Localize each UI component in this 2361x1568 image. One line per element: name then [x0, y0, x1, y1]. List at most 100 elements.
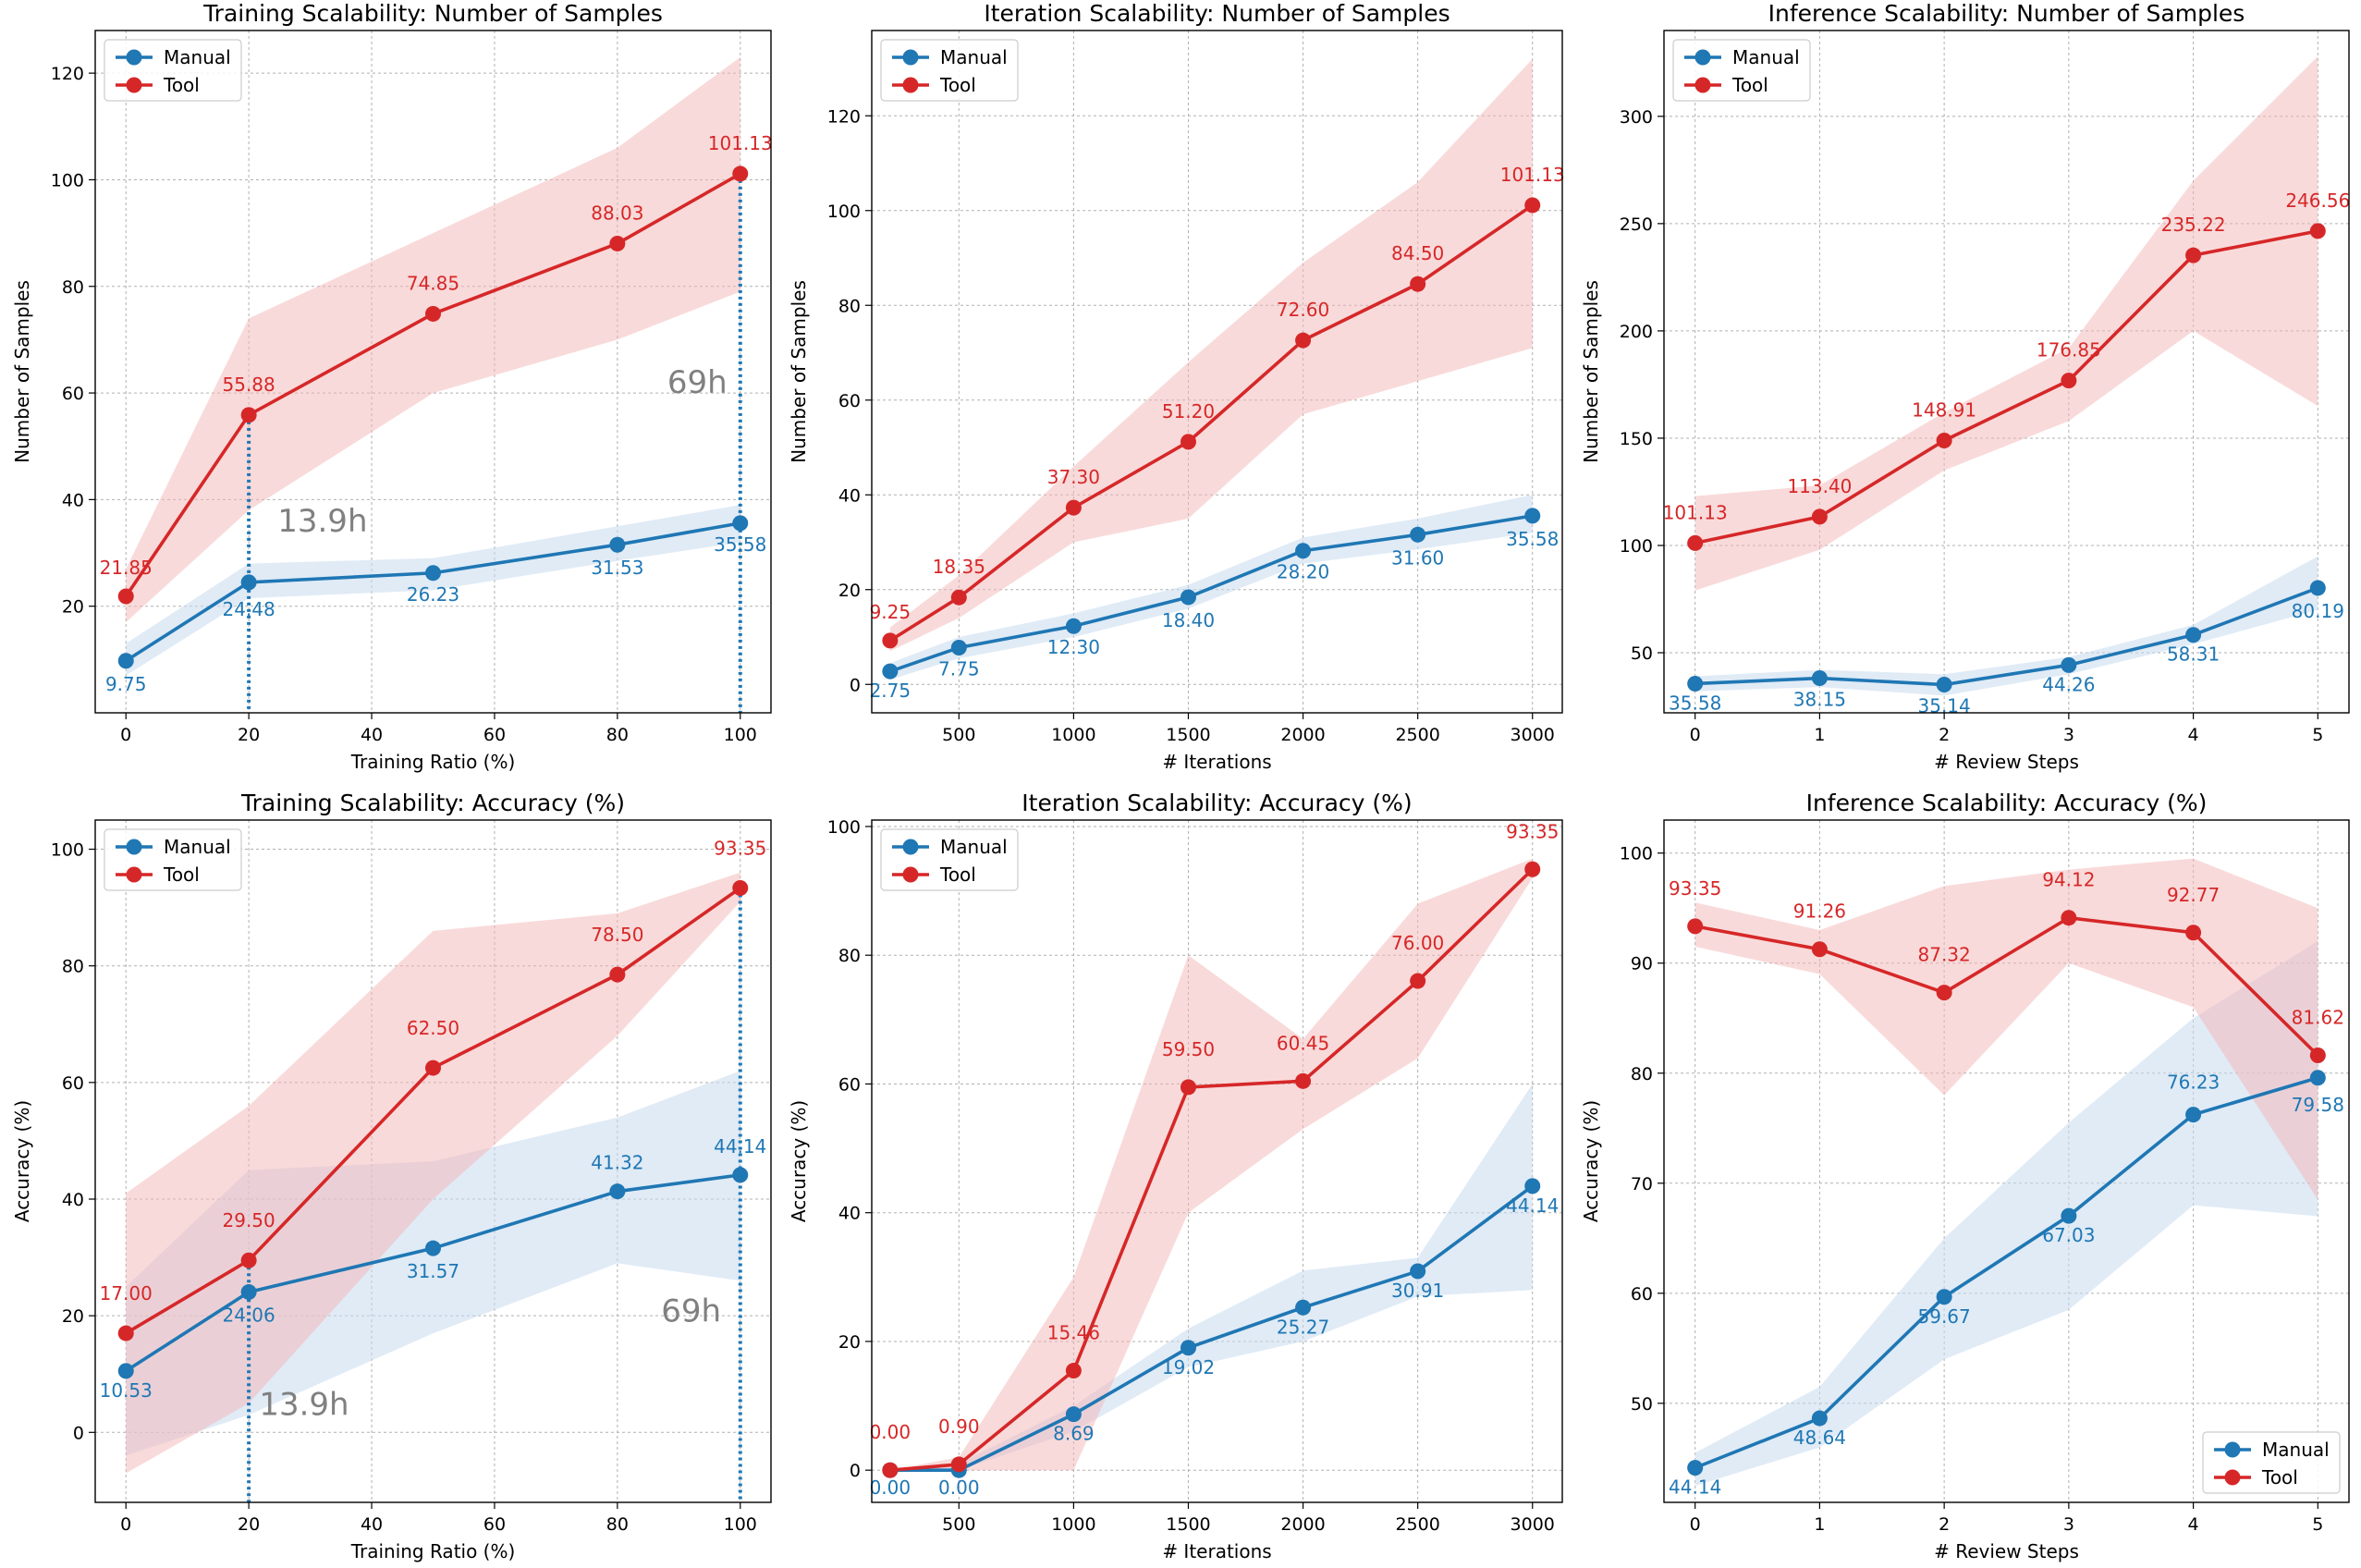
- legend-label-tool: Tool: [163, 74, 200, 96]
- point-tool: [1065, 499, 1082, 516]
- data-label-tool: 94.12: [2042, 869, 2095, 891]
- point-manual: [1524, 508, 1541, 524]
- x-tick-label: 1000: [1051, 1514, 1095, 1535]
- subplot-4: 0 20 40 60 80 100 0 20 40 60 80 100 10.53 24.06 31.57 4…: [11, 790, 772, 1562]
- point-tool: [1410, 276, 1426, 292]
- point-tool: [882, 1462, 899, 1478]
- data-label-manual: 79.58: [2292, 1094, 2344, 1116]
- data-label-manual: 44.14: [714, 1135, 766, 1158]
- y-tick-label: 50: [1631, 643, 1653, 664]
- data-label-tool: 92.77: [2167, 884, 2220, 906]
- data-label-manual: 7.75: [938, 658, 980, 680]
- chart-title: Iteration Scalability: Number of Samples: [984, 0, 1450, 27]
- point-manual: [732, 1167, 749, 1183]
- x-tick-label: 3: [2063, 1514, 2074, 1535]
- x-tick-label: 1500: [1166, 1514, 1210, 1535]
- data-label-manual: 28.20: [1277, 561, 1329, 583]
- point-manual: [1811, 670, 1828, 687]
- y-axis-label: Number of Samples: [788, 280, 810, 463]
- data-label-tool: 101.13: [1500, 164, 1565, 186]
- legend-label-tool: Tool: [1731, 74, 1768, 96]
- y-tick-label: 120: [827, 106, 861, 127]
- point-manual: [240, 1284, 257, 1301]
- point-tool: [1687, 918, 1704, 935]
- annotation-text: 69h: [667, 364, 728, 401]
- point-manual: [1811, 1410, 1828, 1427]
- point-tool: [732, 879, 749, 896]
- legend-label-tool: Tool: [939, 74, 976, 96]
- point-tool: [882, 632, 899, 649]
- point-tool: [609, 966, 626, 983]
- data-label-tool: 84.50: [1391, 242, 1444, 264]
- data-label-manual: 26.23: [407, 583, 459, 606]
- legend-marker-manual: [902, 839, 919, 855]
- chart-title: Training Scalability: Number of Samples: [202, 0, 663, 27]
- x-tick-label: 5: [2312, 1514, 2323, 1535]
- x-tick-label: 80: [606, 725, 629, 745]
- legend: Manual Tool: [880, 828, 1019, 891]
- legend-marker-manual: [126, 49, 142, 66]
- y-tick-label: 250: [1620, 214, 1653, 235]
- data-label-tool: 17.00: [100, 1282, 153, 1305]
- legend-marker-tool: [2224, 1469, 2241, 1486]
- point-tool: [1410, 973, 1426, 989]
- y-axis-label: Accuracy (%): [11, 1100, 33, 1222]
- point-tool: [1065, 1363, 1082, 1379]
- line-tool: [1694, 915, 2319, 1057]
- axes-frame: [871, 30, 1563, 714]
- plot-area: [888, 58, 1534, 680]
- y-tick-label: 300: [1620, 107, 1653, 128]
- data-label-tool: 9.25: [870, 601, 911, 623]
- data-label-tool: 76.00: [1391, 932, 1444, 954]
- data-label-tool: 15.46: [1047, 1322, 1100, 1344]
- data-label-manual: 18.40: [1162, 609, 1215, 631]
- legend-marker-manual: [902, 49, 919, 66]
- data-label-tool: 51.20: [1162, 400, 1215, 423]
- y-tick-label: 20: [62, 1306, 84, 1327]
- x-tick-label: 1: [1814, 1514, 1825, 1535]
- data-label-manual: 12.30: [1047, 636, 1100, 658]
- y-tick-label: 0: [850, 1461, 861, 1481]
- y-tick-label: 60: [1631, 1284, 1653, 1305]
- x-tick-label: 4: [2188, 725, 2199, 745]
- chart-title: Inference Scalability: Accuracy (%): [1806, 790, 2208, 816]
- subplot-3: 0 1 2 3 4 5 50 100 150 200 250 300 35.58 38.15 35.14 44…: [1580, 0, 2350, 773]
- y-tick-label: 80: [838, 296, 861, 316]
- band-tool: [1694, 55, 2318, 591]
- x-tick-label: 2: [1939, 1514, 1950, 1535]
- x-tick-label: 2500: [1395, 1514, 1439, 1535]
- y-axis-label: Accuracy (%): [1580, 1100, 1602, 1222]
- point-tool: [2061, 373, 2077, 389]
- y-tick-label: 0: [73, 1423, 84, 1443]
- data-label-manual: 24.06: [223, 1305, 275, 1327]
- point-tool: [950, 1456, 967, 1473]
- y-axis-label: Number of Samples: [11, 280, 33, 463]
- legend-marker-tool: [902, 77, 919, 93]
- y-tick-label: 70: [1631, 1174, 1653, 1194]
- point-manual: [1936, 1289, 1952, 1305]
- legend: Manual Tool: [104, 828, 242, 891]
- point-tool: [1936, 985, 1952, 1001]
- x-tick-label: 2: [1939, 725, 1950, 745]
- data-label-tool: 87.32: [1918, 944, 1971, 966]
- legend-label-manual: Manual: [940, 46, 1008, 68]
- y-tick-label: 50: [1631, 1394, 1653, 1415]
- point-manual: [1295, 543, 1312, 559]
- data-label-manual: 10.53: [100, 1379, 153, 1402]
- data-label-tool: 78.50: [591, 924, 643, 946]
- legend-label-tool: Tool: [939, 864, 976, 886]
- point-manual: [1295, 1299, 1312, 1316]
- band-manual: [1694, 940, 2318, 1487]
- subplot-1: 0 20 40 60 80 100 20 40 60 80 100 120 9.75 24.48 26.23…: [11, 0, 773, 773]
- data-label-manual: 44.14: [1669, 1476, 1721, 1499]
- point-manual: [1065, 1406, 1082, 1423]
- annotation-text: 13.9h: [277, 503, 367, 540]
- data-label-manual: 48.64: [1793, 1427, 1846, 1449]
- y-tick-label: 40: [838, 1204, 861, 1224]
- point-tool: [2061, 910, 2077, 926]
- data-label-manual: 25.27: [1277, 1316, 1329, 1338]
- point-tool: [1811, 941, 1828, 958]
- x-tick-label: 0: [120, 1514, 131, 1535]
- point-tool: [240, 407, 257, 423]
- y-tick-label: 100: [827, 817, 861, 838]
